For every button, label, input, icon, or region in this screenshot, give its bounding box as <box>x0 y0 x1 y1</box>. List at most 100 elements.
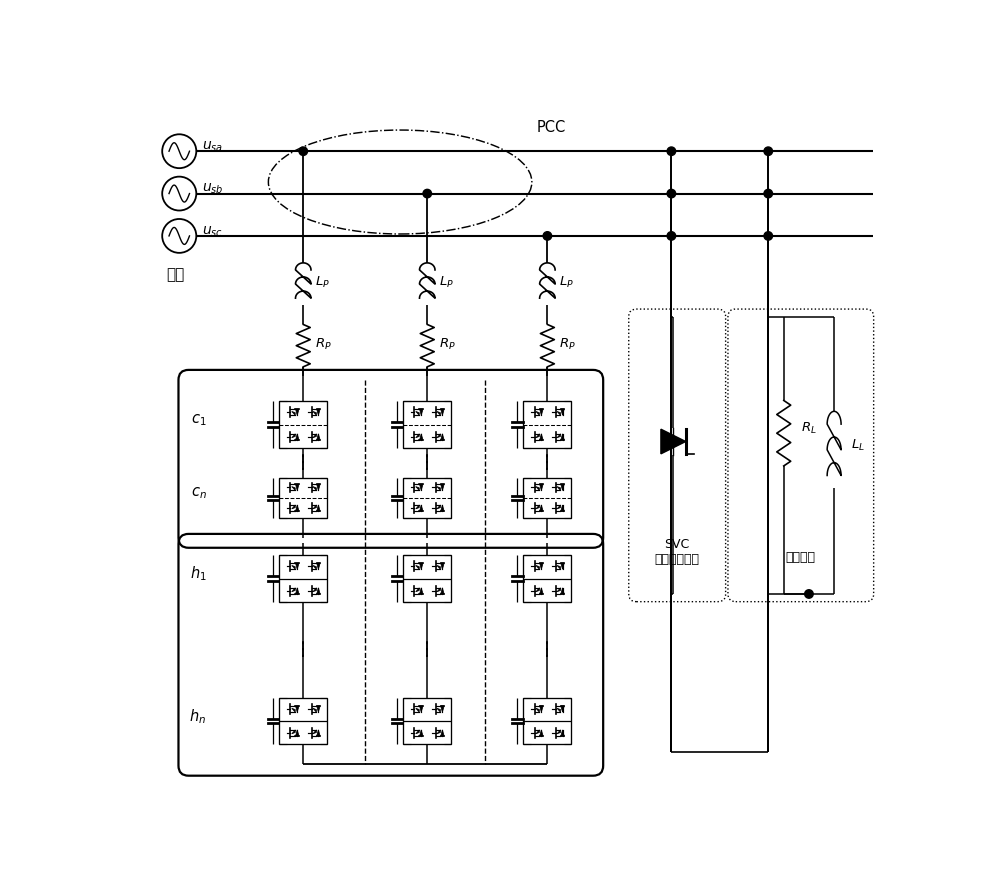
Bar <box>523 555 571 602</box>
Polygon shape <box>292 411 295 416</box>
Polygon shape <box>540 706 543 712</box>
Text: $L_L$: $L_L$ <box>851 438 865 453</box>
Text: ⋮: ⋮ <box>538 454 556 472</box>
Polygon shape <box>561 409 564 416</box>
Polygon shape <box>441 563 444 569</box>
Polygon shape <box>536 411 539 416</box>
Polygon shape <box>295 730 299 736</box>
Polygon shape <box>292 566 295 569</box>
Text: ⋮: ⋮ <box>418 641 436 659</box>
Polygon shape <box>295 409 299 416</box>
Text: ⋮: ⋮ <box>538 641 556 659</box>
Bar <box>279 478 327 518</box>
Polygon shape <box>295 563 299 569</box>
Polygon shape <box>292 588 295 591</box>
Polygon shape <box>419 730 423 736</box>
Polygon shape <box>441 484 444 490</box>
Bar <box>523 478 571 518</box>
Text: $c_1$: $c_1$ <box>191 412 206 428</box>
Polygon shape <box>416 434 419 438</box>
Polygon shape <box>313 709 316 712</box>
Polygon shape <box>536 588 539 591</box>
Polygon shape <box>437 730 440 733</box>
Circle shape <box>667 189 676 198</box>
Circle shape <box>764 189 773 198</box>
Polygon shape <box>561 563 564 569</box>
Polygon shape <box>419 588 423 594</box>
Text: ⋮: ⋮ <box>294 641 312 659</box>
Polygon shape <box>419 409 423 416</box>
Bar <box>523 698 571 744</box>
Polygon shape <box>540 588 543 594</box>
Text: ⋮: ⋮ <box>418 454 436 472</box>
Polygon shape <box>437 487 440 490</box>
Polygon shape <box>661 429 686 454</box>
Polygon shape <box>441 505 444 511</box>
Polygon shape <box>317 505 320 511</box>
Polygon shape <box>317 434 320 440</box>
Polygon shape <box>416 505 419 509</box>
Polygon shape <box>536 709 539 712</box>
Polygon shape <box>295 484 299 490</box>
Bar <box>279 555 327 602</box>
Polygon shape <box>292 487 295 490</box>
Text: $L_P$: $L_P$ <box>439 275 454 290</box>
Circle shape <box>764 232 773 240</box>
Polygon shape <box>536 434 539 438</box>
Polygon shape <box>419 563 423 569</box>
Text: $L_P$: $L_P$ <box>559 275 574 290</box>
Polygon shape <box>557 411 560 416</box>
Polygon shape <box>441 588 444 594</box>
Polygon shape <box>540 563 543 569</box>
Circle shape <box>764 147 773 155</box>
Polygon shape <box>416 588 419 591</box>
Polygon shape <box>419 434 423 440</box>
Polygon shape <box>295 588 299 594</box>
Polygon shape <box>437 434 440 438</box>
Text: $u_{sc}$: $u_{sc}$ <box>202 224 223 239</box>
Polygon shape <box>317 730 320 736</box>
Polygon shape <box>292 730 295 733</box>
Polygon shape <box>313 434 316 438</box>
Polygon shape <box>441 706 444 712</box>
Bar <box>403 698 451 744</box>
Polygon shape <box>313 730 316 733</box>
Text: 电网: 电网 <box>166 267 184 281</box>
Polygon shape <box>561 706 564 712</box>
Polygon shape <box>416 411 419 416</box>
Polygon shape <box>557 566 560 569</box>
Polygon shape <box>557 505 560 509</box>
Polygon shape <box>561 588 564 594</box>
Text: $c_n$: $c_n$ <box>191 485 206 501</box>
Polygon shape <box>557 588 560 591</box>
Polygon shape <box>441 434 444 440</box>
Polygon shape <box>313 487 316 490</box>
Polygon shape <box>557 709 560 712</box>
Polygon shape <box>561 434 564 440</box>
Polygon shape <box>437 505 440 509</box>
Polygon shape <box>416 730 419 733</box>
Polygon shape <box>419 706 423 712</box>
Polygon shape <box>561 730 564 736</box>
Polygon shape <box>437 411 440 416</box>
Polygon shape <box>536 566 539 569</box>
Text: $L_P$: $L_P$ <box>315 275 330 290</box>
Polygon shape <box>292 505 295 509</box>
Text: ⋮: ⋮ <box>294 454 312 472</box>
Polygon shape <box>313 588 316 591</box>
Polygon shape <box>437 709 440 712</box>
Polygon shape <box>540 505 543 511</box>
Polygon shape <box>557 487 560 490</box>
Text: $h_n$: $h_n$ <box>189 707 206 725</box>
Polygon shape <box>292 434 295 438</box>
Polygon shape <box>437 588 440 591</box>
Circle shape <box>805 590 813 599</box>
Circle shape <box>543 232 552 240</box>
Polygon shape <box>416 566 419 569</box>
Polygon shape <box>557 434 560 438</box>
Polygon shape <box>540 730 543 736</box>
Circle shape <box>667 147 676 155</box>
Polygon shape <box>295 505 299 511</box>
Text: SVC
或非线性负载: SVC 或非线性负载 <box>655 537 700 566</box>
Polygon shape <box>540 409 543 416</box>
